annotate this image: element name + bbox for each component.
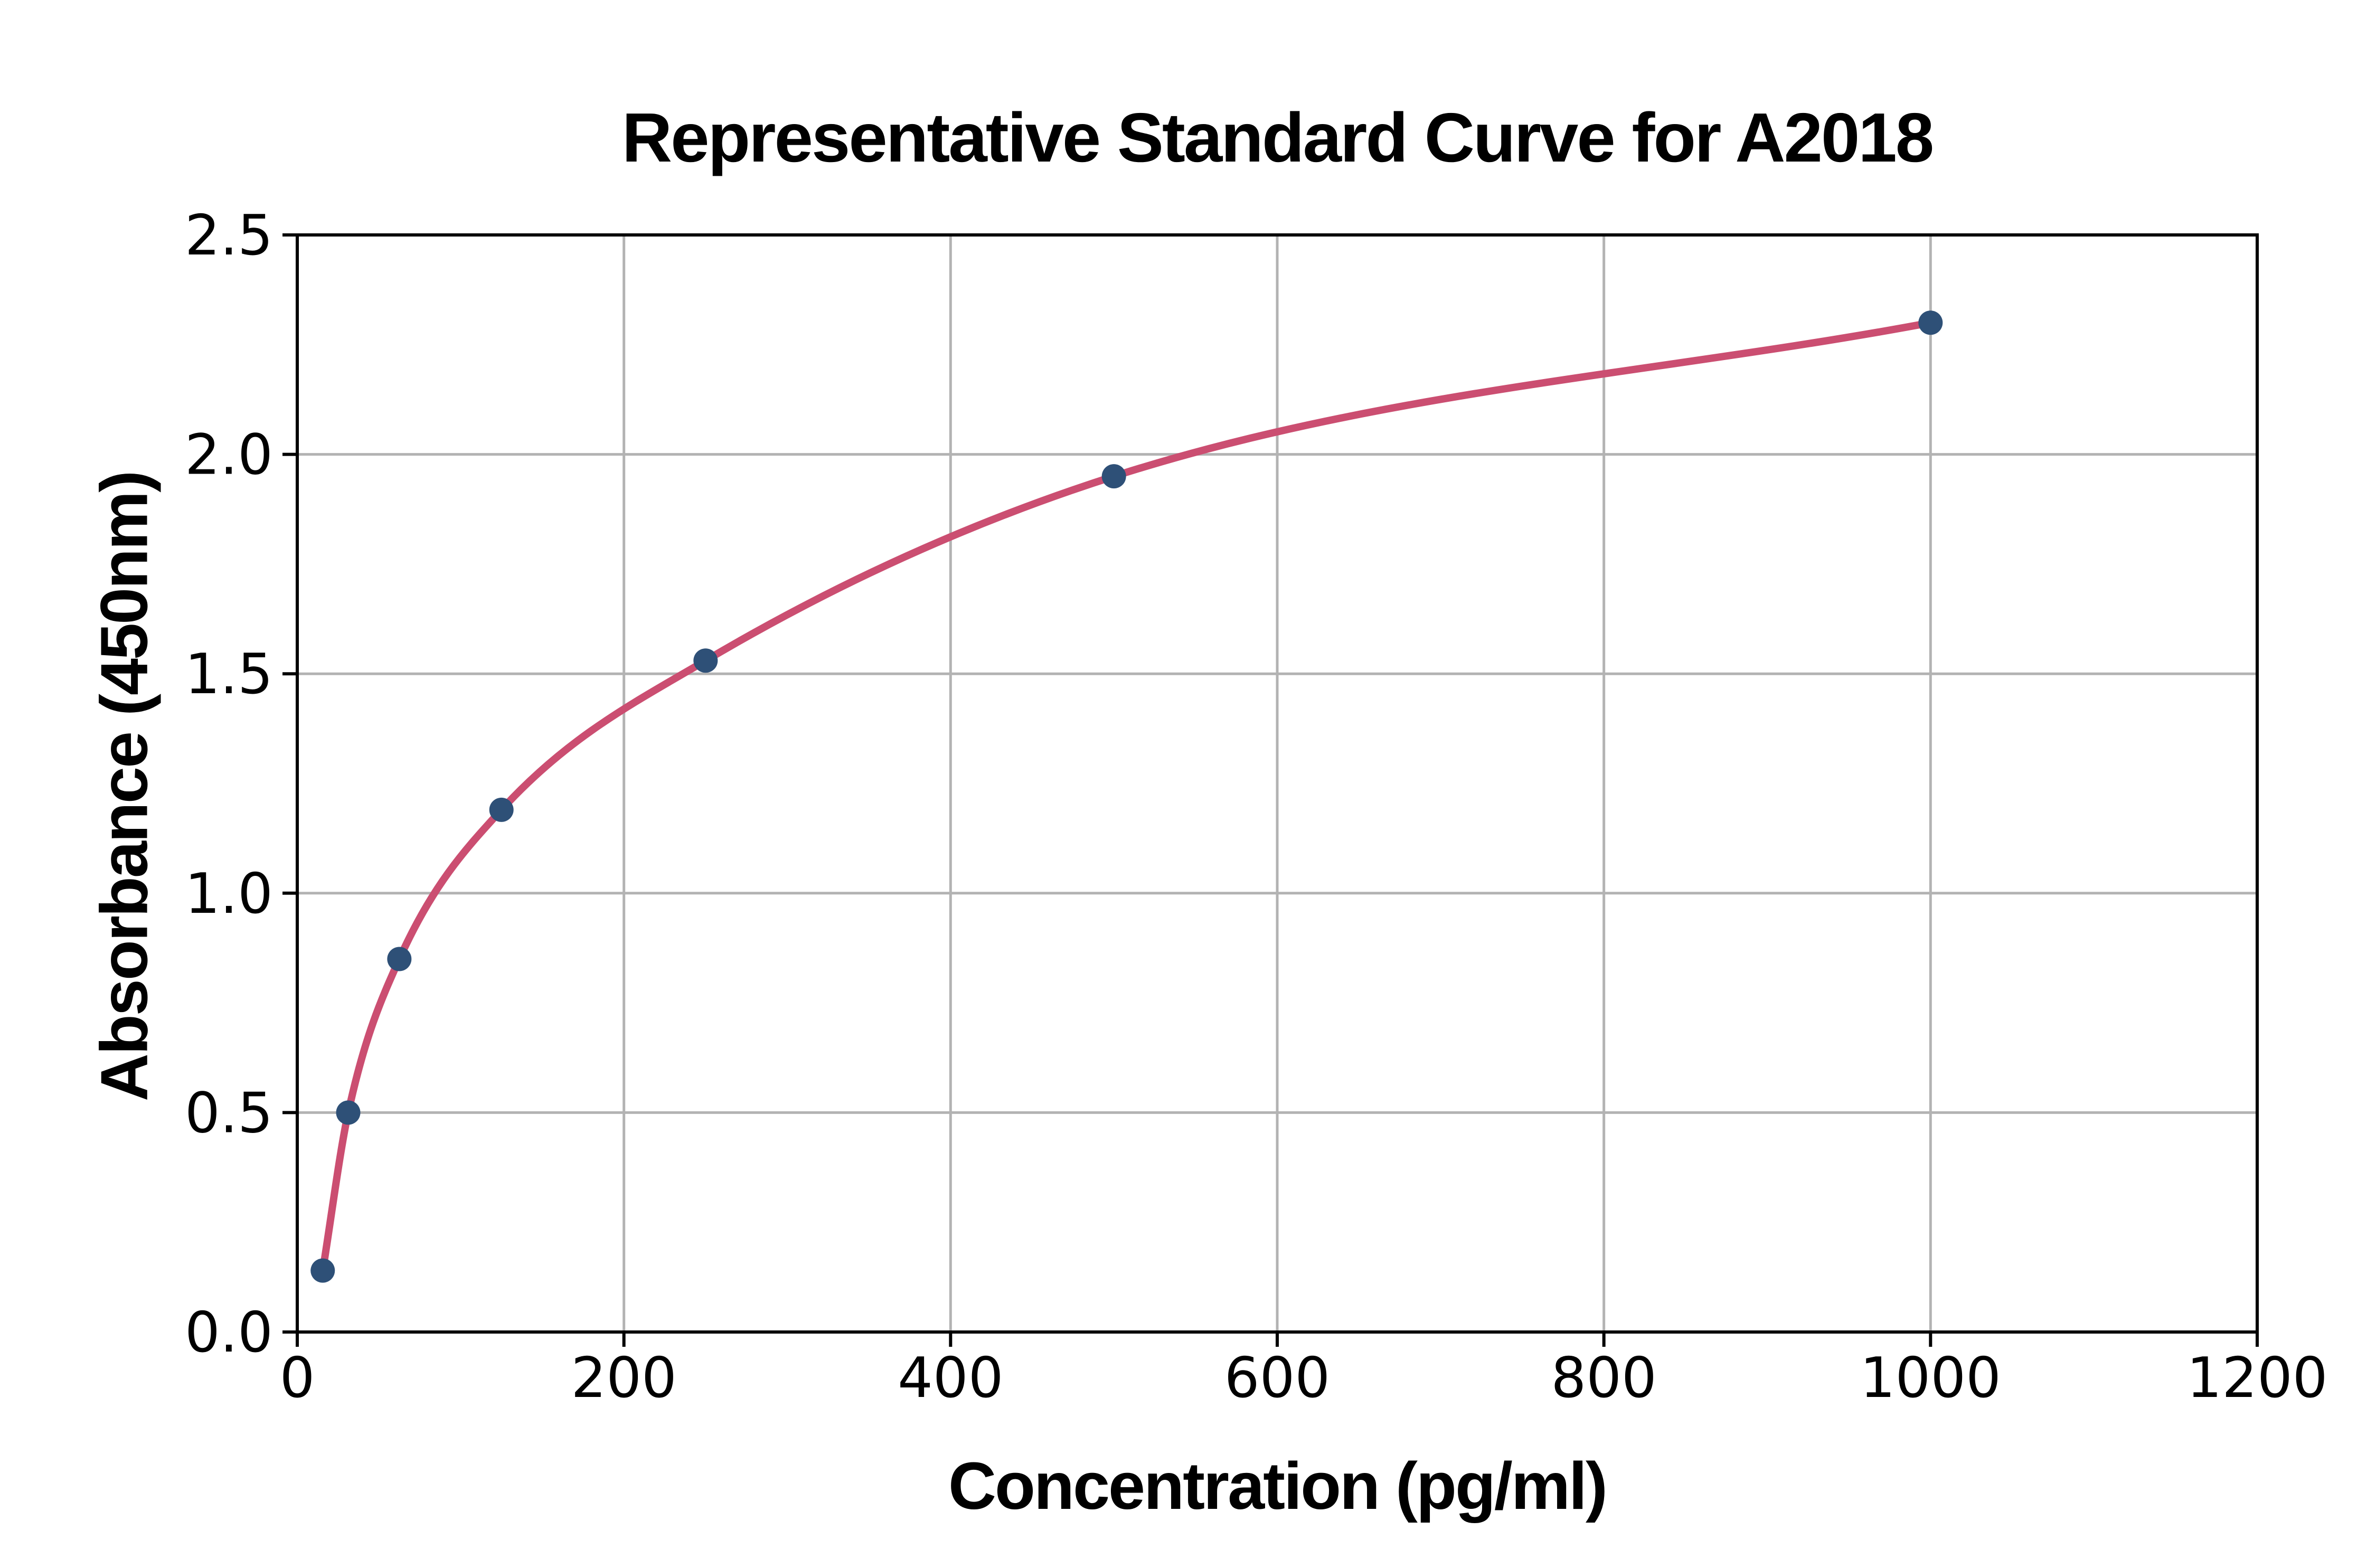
y-tick-label: 2.0 <box>185 423 273 487</box>
data-point <box>336 1100 361 1125</box>
y-tick-label: 1.0 <box>185 862 273 926</box>
x-axis-label: Concentration (pg/ml) <box>948 1449 1608 1523</box>
data-point <box>1101 464 1126 489</box>
data-point <box>310 1258 335 1283</box>
x-tick-label: 1200 <box>2186 1346 2327 1410</box>
data-point <box>489 797 514 822</box>
x-tick-label: 400 <box>898 1346 1003 1410</box>
data-point <box>693 648 718 673</box>
x-tick-label: 1000 <box>1860 1346 2001 1410</box>
y-tick-label: 1.5 <box>185 642 273 706</box>
x-tick-label: 600 <box>1224 1346 1330 1410</box>
plot-frame <box>296 233 2259 1334</box>
y-tick-label: 0.0 <box>185 1300 273 1365</box>
y-tick-label: 2.5 <box>185 203 273 268</box>
chart-title: Representative Standard Curve for A2018 <box>621 99 1934 176</box>
y-tick-label: 0.5 <box>185 1081 273 1145</box>
x-tick-label: 800 <box>1551 1346 1656 1410</box>
x-tick-label: 200 <box>571 1346 676 1410</box>
data-point <box>1918 310 1943 335</box>
fit-curve <box>319 319 1935 1274</box>
data-point <box>387 947 412 971</box>
x-tick-label: 0 <box>280 1346 315 1410</box>
